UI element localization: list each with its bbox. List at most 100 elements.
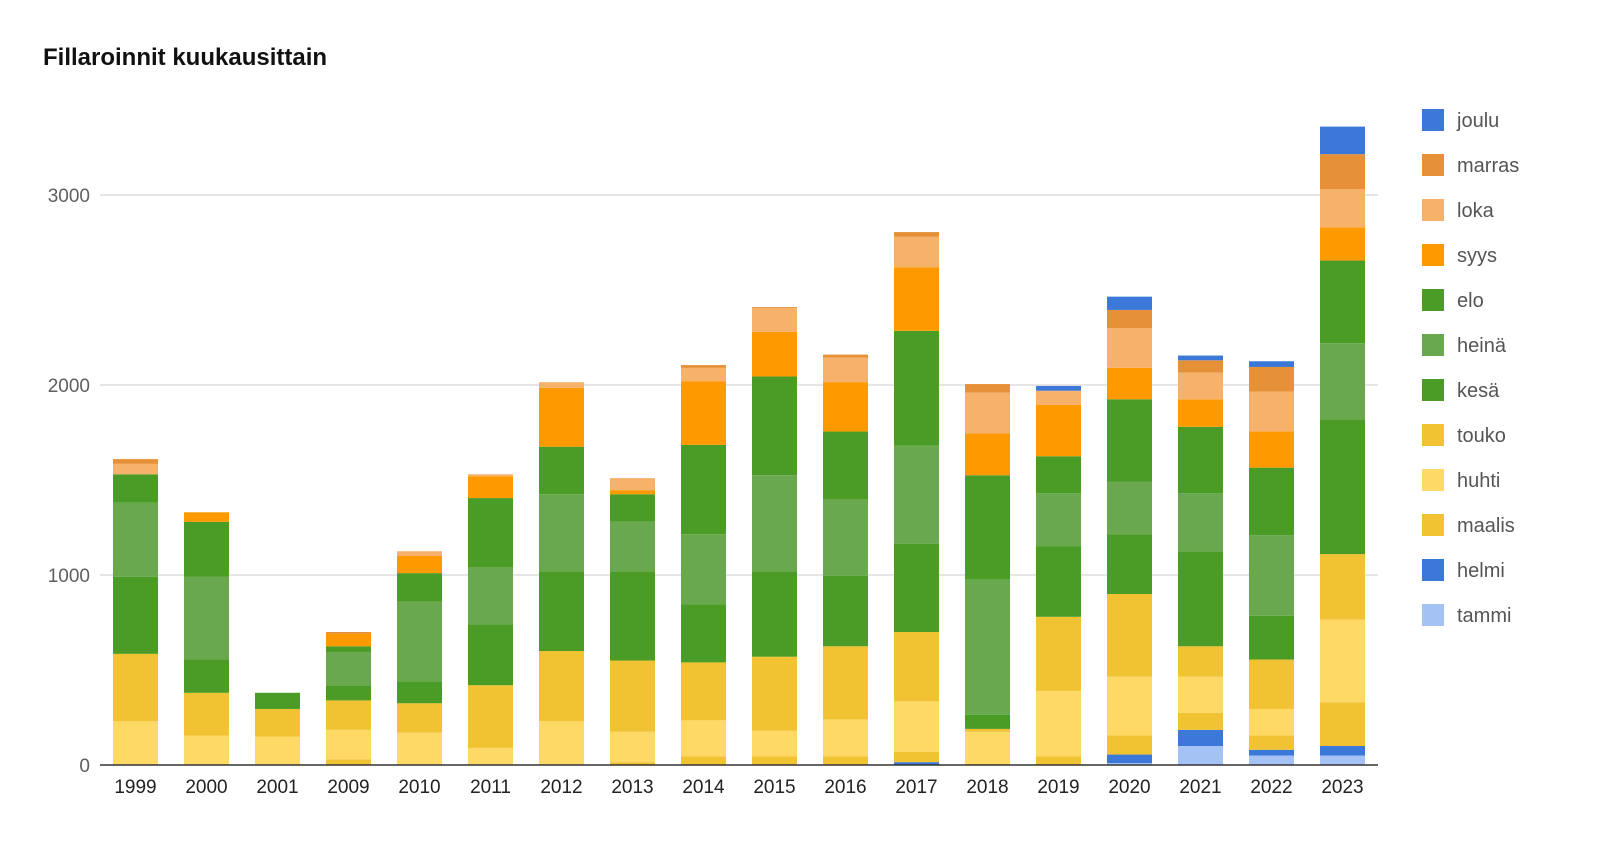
- bar-segment-2000-elo: [184, 521, 229, 577]
- bar-segment-2012-huhti: [539, 721, 584, 765]
- bar-segment-2022-helmi: [1249, 749, 1294, 756]
- x-tick-label: 2018: [966, 777, 1008, 798]
- legend-label-tammi: tammi: [1457, 605, 1511, 627]
- bar-segment-2020-joulu: [1107, 296, 1152, 310]
- legend-label-huhti: huhti: [1457, 470, 1500, 492]
- x-tick-label: 2009: [327, 777, 369, 798]
- bar-segment-2020-elo: [1107, 399, 1152, 482]
- bar-segment-2014-kesä: [681, 604, 726, 663]
- bar-segment-2020-kesä: [1107, 534, 1152, 594]
- bar-segment-2013-syys: [610, 490, 655, 495]
- legend-swatch-marras: [1422, 154, 1444, 176]
- bar-segment-2009-huhti: [326, 729, 371, 760]
- bar-segment-2013-loka: [610, 478, 655, 491]
- bar-segment-2001-kesä: [255, 692, 300, 709]
- bar-segment-2018-huhti: [965, 731, 1010, 765]
- bar-segment-2021-touko: [1178, 646, 1223, 677]
- bar-segment-2023-tammi: [1320, 755, 1365, 765]
- bar-segment-2010-touko: [397, 703, 442, 733]
- x-tick-label: 2011: [470, 777, 511, 798]
- bar-segment-2023-maalis: [1320, 702, 1365, 746]
- bar-segment-2019-touko: [1036, 616, 1081, 691]
- bar-segment-2023-marras: [1320, 154, 1365, 190]
- bar-segment-2022-huhti: [1249, 708, 1294, 736]
- x-tick-label: 2016: [824, 777, 866, 798]
- bar-segment-2011-elo: [468, 498, 513, 568]
- bar-segment-1999-elo: [113, 474, 158, 503]
- bar-segment-2014-touko: [681, 662, 726, 721]
- x-tick-label: 2014: [682, 777, 725, 798]
- bar-segment-2009-heinä: [326, 651, 371, 686]
- x-tick-label: 2019: [1037, 777, 1079, 798]
- bar-segment-2009-elo: [326, 646, 371, 652]
- legend-label-heinä: heinä: [1457, 335, 1507, 357]
- bar-segment-2012-loka: [539, 382, 584, 388]
- bar-segment-2020-maalis: [1107, 735, 1152, 755]
- legend-swatch-heinä: [1422, 334, 1444, 356]
- bar-segment-2021-heinä: [1178, 493, 1223, 552]
- bar-segment-2010-kesä: [397, 681, 442, 704]
- legend: joulu marras loka syys elo heinä kesä touko huht…: [1422, 109, 1519, 627]
- bar-segment-2022-kesä: [1249, 615, 1294, 660]
- bar-segment-2015-touko: [752, 656, 797, 731]
- bar-segment-2020-tammi: [1107, 763, 1152, 765]
- grid-layer: 0 1000 2000 3000: [48, 186, 1378, 777]
- bar-segment-2021-huhti: [1178, 676, 1223, 713]
- legend-swatch-maalis: [1422, 514, 1444, 536]
- bar-segment-2021-marras: [1178, 360, 1223, 373]
- bar-segment-2013-kesä: [610, 571, 655, 661]
- bar-segment-2009-syys: [326, 633, 371, 647]
- bar-segment-2019-heinä: [1036, 493, 1081, 547]
- bars-layer: [100, 126, 1378, 766]
- bar-segment-1999-marras: [113, 459, 158, 464]
- bar-segment-2012-heinä: [539, 494, 584, 572]
- legend-label-loka: loka: [1457, 200, 1495, 222]
- bar-segment-2009-marras: [326, 632, 371, 634]
- bar-segment-2018-loka: [965, 392, 1010, 434]
- bar-segment-2021-maalis: [1178, 712, 1223, 730]
- bar-segment-2021-kesä: [1178, 551, 1223, 647]
- bar-segment-2011-huhti: [468, 747, 513, 765]
- bar-segment-2009-maalis: [326, 759, 371, 765]
- bar-segment-2015-heinä: [752, 475, 797, 572]
- bar-segment-2018-elo: [965, 475, 1010, 580]
- bar-segment-2023-huhti: [1320, 619, 1365, 703]
- bar-segment-2017-marras: [894, 232, 939, 237]
- bar-segment-2020-heinä: [1107, 481, 1152, 535]
- legend-label-elo: elo: [1457, 290, 1484, 312]
- legend-swatch-tammi: [1422, 604, 1444, 626]
- bar-segment-2016-maalis: [823, 756, 868, 765]
- bar-segment-2011-touko: [468, 685, 513, 748]
- bar-segment-2017-heinä: [894, 445, 939, 544]
- bar-segment-2020-huhti: [1107, 676, 1152, 736]
- bar-segment-2020-touko: [1107, 594, 1152, 677]
- bar-segment-2021-tammi: [1178, 746, 1223, 765]
- bar-segment-2022-joulu: [1249, 361, 1294, 367]
- bar-segment-2013-maalis: [610, 762, 655, 765]
- bar-segment-2014-marras: [681, 365, 726, 368]
- x-tick-label: 2010: [398, 777, 440, 798]
- bar-segment-2016-heinä: [823, 499, 868, 576]
- x-tick-label: 2001: [256, 777, 298, 798]
- y-tick-label: 3000: [48, 186, 90, 207]
- bar-segment-1999-kesä: [113, 576, 158, 654]
- bar-segment-2017-kesä: [894, 543, 939, 632]
- bar-segment-2020-syys: [1107, 367, 1152, 400]
- y-tick-label: 0: [79, 756, 90, 777]
- y-tick-label: 2000: [48, 376, 90, 397]
- bar-segment-2010-huhti: [397, 732, 442, 765]
- bar-segment-2012-syys: [539, 387, 584, 447]
- x-tick-label: 2020: [1108, 777, 1150, 798]
- bar-segment-2014-loka: [681, 367, 726, 382]
- bar-segment-2015-huhti: [752, 730, 797, 757]
- legend-label-joulu: joulu: [1456, 110, 1499, 132]
- bar-segment-2015-loka: [752, 308, 797, 332]
- bar-segment-2012-elo: [539, 446, 584, 495]
- legend-swatch-syys: [1422, 244, 1444, 266]
- bar-segment-2017-touko: [894, 632, 939, 702]
- bar-segment-2014-syys: [681, 381, 726, 445]
- legend-swatch-joulu: [1422, 109, 1444, 131]
- legend-swatch-loka: [1422, 199, 1444, 221]
- bar-segment-2014-heinä: [681, 534, 726, 605]
